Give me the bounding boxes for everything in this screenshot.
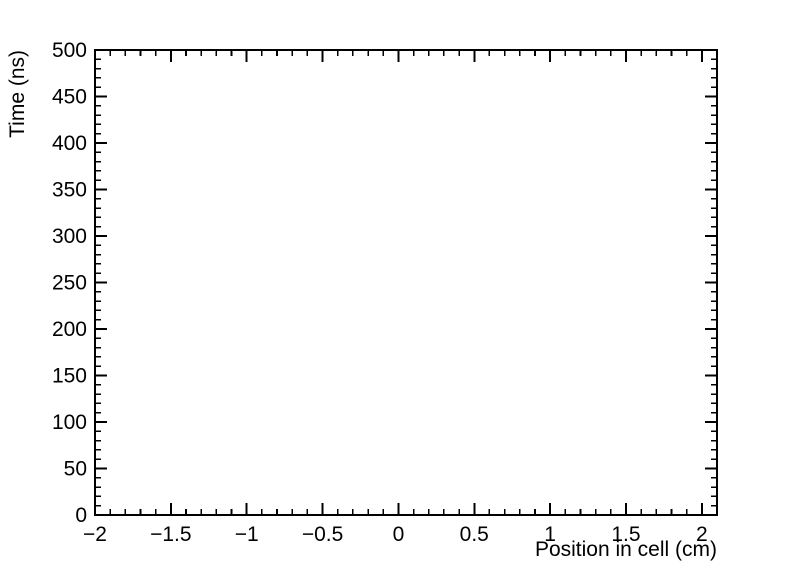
y-axis-title: Time (ns) (6, 50, 29, 138)
y-tick-label: 500 (52, 39, 87, 62)
x-tick-label: 1 (544, 523, 556, 546)
y-tick-label: 300 (52, 225, 87, 248)
x-tick-label: 2 (696, 523, 708, 546)
y-tick-label: 400 (52, 132, 87, 155)
y-tick-label: 100 (52, 411, 87, 434)
x-tick-label: 0.5 (460, 523, 489, 546)
x-tick-label: 0 (393, 523, 405, 546)
y-tick-label: 200 (52, 318, 87, 341)
y-axis-ticks (95, 49, 717, 516)
y-tick-label: 150 (52, 365, 87, 388)
x-axis-ticks (94, 50, 703, 515)
x-tick-label: 1.5 (611, 523, 640, 546)
y-axis-tick-labels: 0 50 100 150 200 250 300 350 400 450 500 (52, 39, 87, 527)
y-tick-label: 0 (75, 504, 87, 527)
y-tick-label: 250 (52, 272, 87, 295)
x-tick-label: −0.5 (302, 523, 343, 546)
y-tick-label: 50 (64, 458, 87, 481)
y-tick-label: 350 (52, 179, 87, 202)
x-axis-title: Position in cell (cm) (535, 538, 717, 561)
x-tick-label: −2 (83, 523, 107, 546)
x-tick-label: −1.5 (150, 523, 191, 546)
x-tick-label: −1 (235, 523, 259, 546)
x-axis-tick-labels: −2 −1.5 −1 −0.5 0 0.5 1 1.5 2 (83, 523, 708, 546)
y-tick-label: 450 (52, 86, 87, 109)
